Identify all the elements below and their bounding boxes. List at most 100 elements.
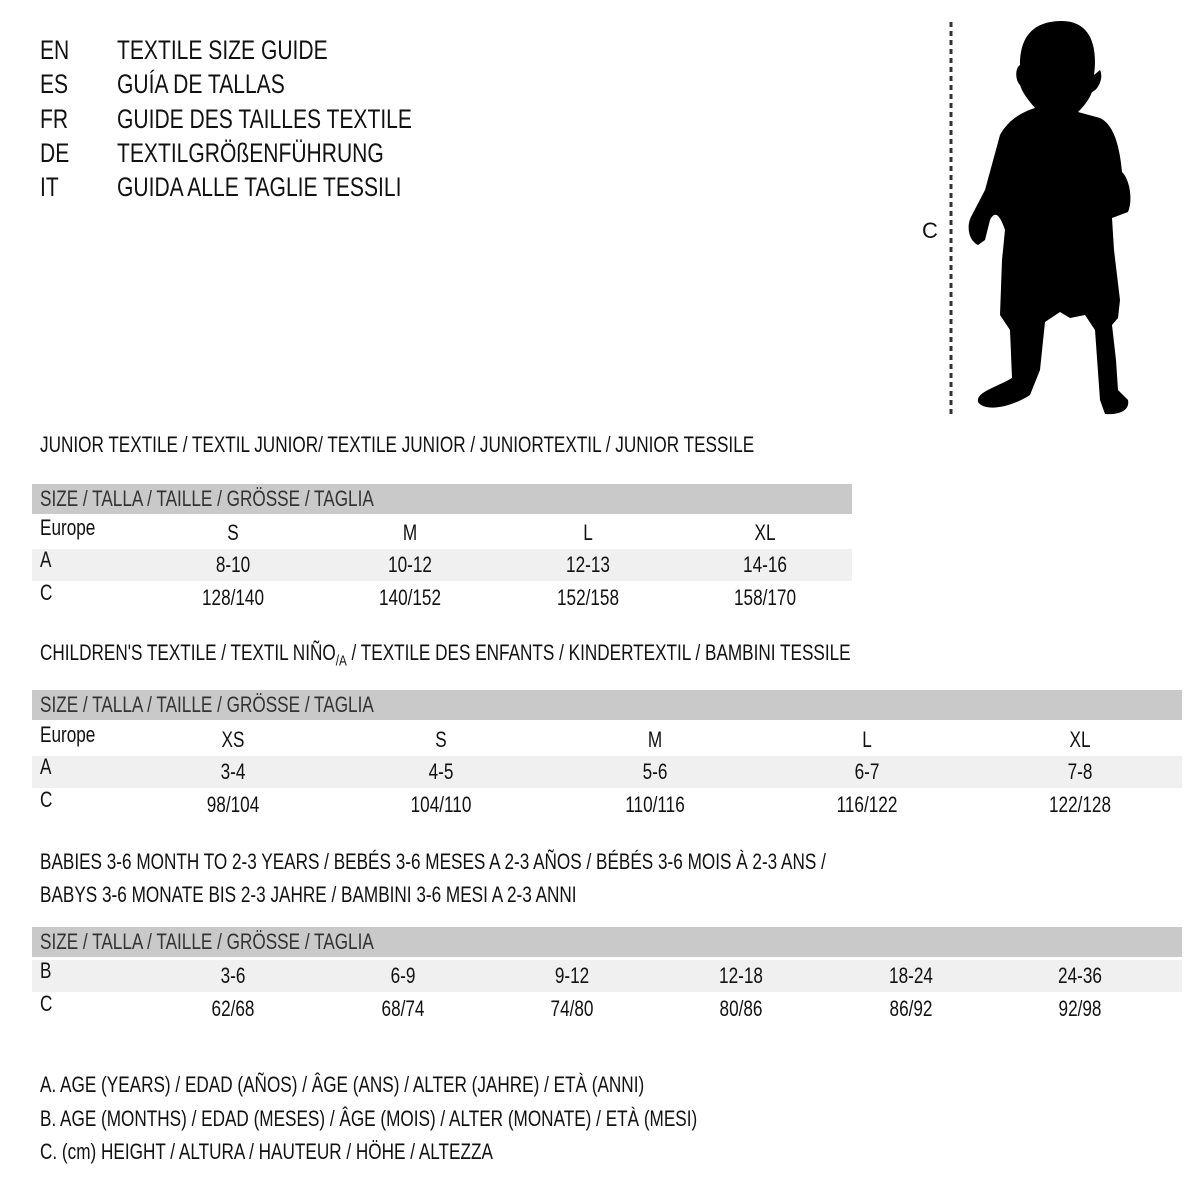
table-cell: 10-12	[388, 552, 432, 577]
section-title: BABIES 3-6 MONTH TO 2-3 YEARS / BEBÉS 3-…	[40, 849, 1048, 875]
guide-title-text: GUÍA DE TALLAS	[117, 69, 285, 100]
guide-title-text: GUIDE DES TAILLES TEXTILE	[117, 103, 412, 134]
table-cell: 6-7	[854, 759, 880, 784]
guide-title-text: TEXTILE SIZE GUIDE	[117, 35, 328, 65]
section-title-text: BABYS 3-6 MONATE BIS 2-3 JAHRE / BAMBINI…	[40, 882, 577, 907]
table-cell: 3-6	[220, 963, 246, 988]
title-part: CHILDREN'S TEXTILE / TEXTIL NIÑO	[40, 640, 336, 665]
height-label: C	[922, 218, 938, 243]
table-cell: M	[647, 727, 663, 752]
size-header-bar: SIZE / TALLA / TAILLE / GRÖSSE / TAGLIA	[32, 484, 852, 514]
table-cell: 68/74	[381, 996, 425, 1021]
table-cell: M	[402, 520, 418, 545]
guide-title: TEXTILE SIZE GUIDE	[117, 35, 387, 65]
language-code-text: EN	[40, 35, 70, 65]
section-title: JUNIOR TEXTILE / TEXTIL JUNIOR/ TEXTILE …	[40, 432, 956, 458]
row-label: C	[40, 991, 56, 1017]
title-subscript: /A	[335, 652, 347, 670]
table-cell: 74/80	[550, 996, 594, 1021]
table-cell: 8-10	[215, 552, 251, 577]
row-highlight	[32, 960, 1182, 992]
section-title: CHILDREN'S TEXTILE / TEXTIL NIÑO/A / TEX…	[40, 640, 1079, 674]
table-cell: 92/98	[1058, 996, 1102, 1021]
row-label-text: Europe	[40, 515, 96, 540]
legend-text: A. AGE (YEARS) / EDAD (AÑOS) / ÂGE (ANS)…	[40, 1072, 645, 1097]
table-cell: 80/86	[719, 996, 763, 1021]
language-code-text: DE	[40, 137, 70, 168]
legend-item: A. AGE (YEARS) / EDAD (AÑOS) / ÂGE (ANS)…	[40, 1072, 815, 1098]
table-cell: 110/116	[625, 792, 685, 817]
language-code: ES	[40, 69, 76, 99]
table-cell: 4-5	[428, 759, 454, 784]
row-highlight	[32, 549, 852, 581]
language-code: DE	[40, 138, 78, 168]
row-label-text: C	[40, 580, 53, 605]
table-cell: 14-16	[743, 552, 787, 577]
language-code: FR	[40, 104, 76, 134]
size-header-bar: SIZE / TALLA / TAILLE / GRÖSSE / TAGLIA	[32, 927, 1182, 957]
table-cell: L	[862, 727, 872, 752]
table-cell: S	[435, 727, 447, 752]
table-cell: 12-13	[566, 552, 610, 577]
guide-title-text: GUIDA ALLE TAGLIE TESSILI	[117, 172, 402, 203]
table-cell: 6-9	[390, 963, 416, 988]
legend-item: B. AGE (MONTHS) / EDAD (MESES) / ÂGE (MO…	[40, 1106, 883, 1132]
guide-title: GUIDA ALLE TAGLIE TESSILI	[117, 172, 482, 202]
table-cell: 158/170	[733, 585, 797, 610]
title-part: / TEXTILE DES ENFANTS / KINDERTEXTIL / B…	[346, 640, 851, 665]
table-cell: 128/140	[201, 585, 265, 610]
language-code: EN	[40, 35, 78, 65]
row-label-text: Europe	[40, 722, 96, 747]
table-cell: XS	[221, 727, 245, 752]
table-cell: XL	[1069, 727, 1091, 752]
row-label-text: A	[40, 754, 52, 779]
language-code-text: FR	[40, 103, 69, 134]
size-header-label: SIZE / TALLA / TAILLE / GRÖSSE / TAGLIA	[40, 692, 374, 717]
language-code-text: ES	[40, 69, 69, 100]
row-label: C	[40, 580, 56, 606]
size-header-label: SIZE / TALLA / TAILLE / GRÖSSE / TAGLIA	[40, 486, 374, 511]
table-cell: 140/152	[378, 585, 442, 610]
size-header-label: SIZE / TALLA / TAILLE / GRÖSSE / TAGLIA	[40, 929, 374, 954]
row-label: A	[40, 547, 55, 573]
table-cell: 18-24	[889, 963, 933, 988]
table-cell: 116/122	[836, 792, 898, 817]
legend-item: C. (cm) HEIGHT / ALTURA / HAUTEUR / HÖHE…	[40, 1139, 621, 1165]
row-label-text: B	[40, 958, 52, 983]
language-code-text: IT	[40, 172, 59, 203]
language-code: IT	[40, 172, 64, 202]
row-label: C	[40, 787, 56, 813]
guide-title-text: TEXTILGRÖßENFÜHRUNG	[117, 137, 384, 168]
section-title: BABYS 3-6 MONATE BIS 2-3 JAHRE / BAMBINI…	[40, 882, 728, 908]
row-label-text: A	[40, 547, 52, 572]
table-cell: 7-8	[1067, 759, 1093, 784]
table-cell: 62/68	[211, 996, 255, 1021]
row-highlight	[32, 756, 1182, 788]
row-label-text: C	[40, 991, 53, 1016]
table-cell: 3-4	[220, 759, 246, 784]
table-cell: 86/92	[889, 996, 933, 1021]
table-cell: 24-36	[1058, 963, 1102, 988]
child-silhouette-icon	[949, 20, 1131, 415]
row-label: A	[40, 754, 55, 780]
table-cell: 9-12	[554, 963, 590, 988]
table-cell: S	[227, 520, 239, 545]
table-cell: XL	[754, 520, 776, 545]
section-title-text: CHILDREN'S TEXTILE / TEXTIL NIÑO/A / TEX…	[40, 640, 851, 674]
guide-title: TEXTILGRÖßENFÜHRUNG	[117, 138, 459, 168]
table-cell: 98/104	[206, 792, 260, 817]
section-title-text: BABIES 3-6 MONTH TO 2-3 YEARS / BEBÉS 3-…	[40, 849, 826, 874]
row-label: B	[40, 958, 55, 984]
table-cell: 5-6	[642, 759, 668, 784]
row-label-text: C	[40, 787, 53, 812]
table-cell: L	[583, 520, 593, 545]
row-label: Europe	[40, 722, 111, 748]
table-cell: 152/158	[556, 585, 620, 610]
legend-text: B. AGE (MONTHS) / EDAD (MESES) / ÂGE (MO…	[40, 1105, 698, 1131]
guide-title: GUÍA DE TALLAS	[117, 69, 332, 99]
row-label: Europe	[40, 515, 111, 541]
table-cell: 12-18	[719, 963, 763, 988]
size-header-bar: SIZE / TALLA / TAILLE / GRÖSSE / TAGLIA	[32, 690, 1182, 720]
table-cell: 122/128	[1048, 792, 1112, 817]
legend-text: C. (cm) HEIGHT / ALTURA / HAUTEUR / HÖHE…	[40, 1139, 493, 1164]
